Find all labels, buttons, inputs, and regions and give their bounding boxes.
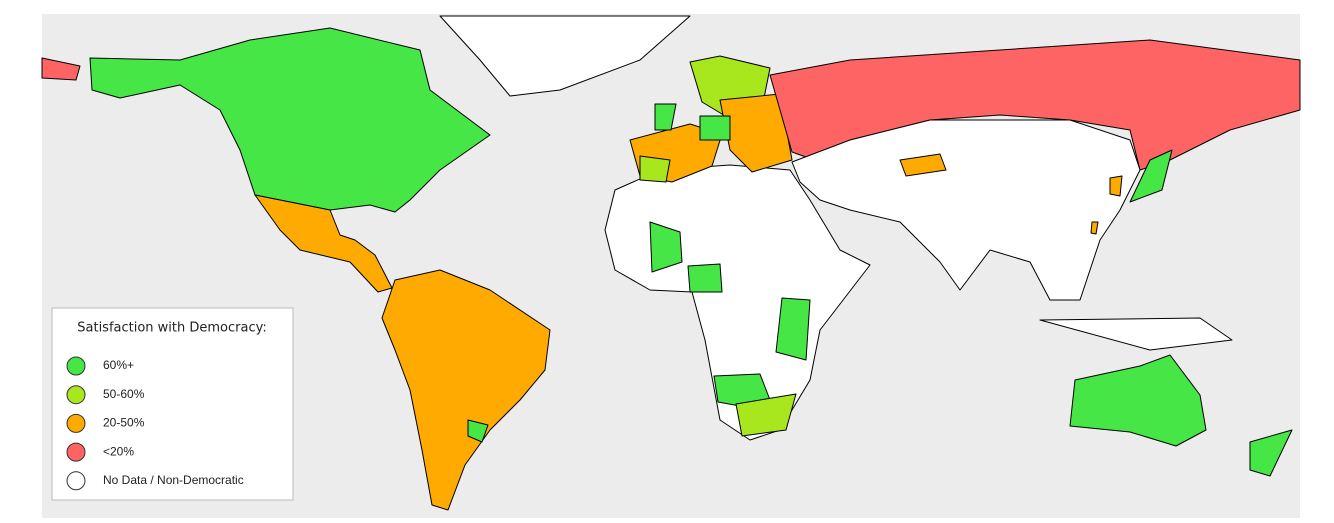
legend-label: No Data / Non-Democratic — [103, 473, 244, 487]
legend-swatch — [66, 413, 86, 433]
russia-far-east — [41, 57, 81, 81]
legend-label: 60%+ — [103, 358, 134, 372]
legend-label: 50-60% — [103, 387, 145, 401]
greenland — [439, 15, 691, 97]
united-kingdom — [654, 103, 677, 131]
legend-box — [51, 307, 294, 501]
korea — [1109, 175, 1123, 197]
legend-swatch — [66, 385, 86, 405]
legend-items: 60%+ 50-60% 20-50% <20% No Data / Non-Democr… — [66, 356, 244, 491]
legend: Satisfaction with Democracy: 60%+ 50-60% 2… — [51, 307, 294, 501]
central-europe — [699, 115, 731, 141]
taiwan — [1090, 221, 1099, 235]
legend-label: 20-50% — [103, 416, 145, 430]
japan — [1129, 149, 1173, 203]
nigeria — [687, 263, 723, 293]
new-zealand — [1249, 429, 1293, 477]
east-africa — [775, 297, 811, 361]
spain — [639, 155, 671, 183]
eastern-europe — [719, 93, 793, 173]
legend-swatch — [66, 356, 86, 376]
legend-swatch — [66, 471, 86, 491]
countries — [41, 15, 1301, 511]
mali — [649, 221, 683, 273]
legend-title: Satisfaction with Democracy: — [77, 321, 267, 336]
uruguay — [467, 419, 489, 443]
south-africa — [735, 393, 797, 437]
asia — [791, 119, 1141, 301]
legend-label: <20% — [103, 444, 134, 458]
mongolia — [899, 153, 947, 177]
legend-swatch — [66, 442, 86, 462]
southeast-asia-islands — [1039, 317, 1233, 351]
south-america — [381, 269, 551, 511]
north-america — [89, 27, 491, 213]
australia — [1069, 354, 1207, 447]
